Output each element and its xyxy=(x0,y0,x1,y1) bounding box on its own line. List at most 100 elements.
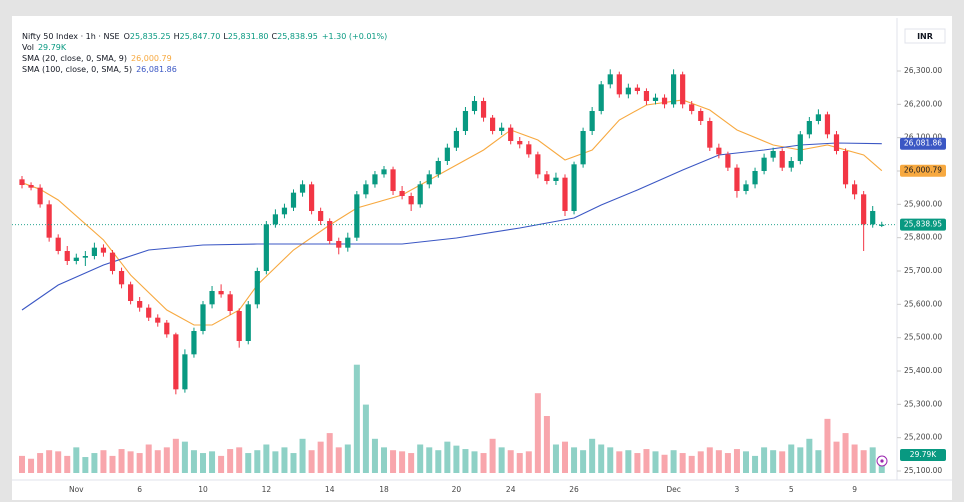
volume-bar xyxy=(453,445,460,473)
legend-sma-line: SMA (100, close, 0, SMA, 5) 26,081.86 xyxy=(22,65,177,74)
candle-body xyxy=(815,114,821,121)
volume-bar xyxy=(317,441,324,473)
legend-volume-line: Vol 29.79K xyxy=(22,43,67,52)
y-tick-label: 25,200.00 xyxy=(904,433,942,442)
volume-bar xyxy=(145,444,152,473)
volume-bar xyxy=(136,453,143,473)
candle-body xyxy=(200,304,206,331)
volume-bar xyxy=(498,447,505,473)
volume-bar xyxy=(200,453,206,473)
candle-body xyxy=(354,194,360,238)
candle-body xyxy=(309,184,315,211)
volume-bar xyxy=(390,450,397,473)
volume-bar xyxy=(326,433,333,473)
volume-bar xyxy=(227,449,234,473)
candle-body xyxy=(490,117,496,131)
volume-bar xyxy=(833,441,840,473)
candle-body xyxy=(462,111,469,131)
candle-body xyxy=(236,311,242,341)
price-badge-label: 25,838.95 xyxy=(904,220,942,229)
candle-body xyxy=(182,354,188,390)
volume-bar xyxy=(82,457,89,473)
volume-bar xyxy=(797,447,804,473)
price-badge-label: 26,081.86 xyxy=(904,139,942,148)
volume-bar xyxy=(534,393,541,473)
x-tick-label: 6 xyxy=(137,485,142,494)
volume-bar xyxy=(869,447,876,473)
change: +1.30 (+0.01%) xyxy=(322,32,387,41)
legend: Nifty 50 Index · 1h · NSE O25,835.25 H25,8… xyxy=(22,32,387,74)
candle-body xyxy=(870,211,876,225)
sma-name: SMA (20, close, 0, SMA, 9) xyxy=(22,54,127,63)
volume-bar xyxy=(209,451,216,473)
volume-bar xyxy=(371,438,378,473)
volume-bar xyxy=(462,449,469,473)
volume-value: 29.79K xyxy=(38,43,67,52)
candle-body xyxy=(806,121,812,135)
y-tick-label: 26,100.00 xyxy=(904,133,942,142)
volume-bar xyxy=(752,455,759,473)
volume-bar xyxy=(552,444,559,473)
volume-bar xyxy=(254,450,261,473)
candle-body xyxy=(290,192,297,208)
y-tick-label: 25,700.00 xyxy=(904,266,942,275)
candle-body xyxy=(245,304,251,341)
volume-bar xyxy=(706,447,713,473)
candle-body xyxy=(707,121,713,148)
candle-body xyxy=(680,74,686,105)
price-badge xyxy=(900,137,946,150)
candle-body xyxy=(408,196,414,205)
candle-body xyxy=(381,169,387,175)
candle-body xyxy=(363,184,369,195)
sma-line xyxy=(21,142,882,311)
candle-body xyxy=(779,151,785,168)
currency-box xyxy=(904,28,946,44)
volume-bar xyxy=(824,418,831,473)
candle-body xyxy=(770,151,776,158)
ohlc-label: L xyxy=(223,32,228,41)
currency: INR xyxy=(917,32,933,41)
volume-bar xyxy=(426,447,433,473)
volume-bar xyxy=(516,453,523,473)
volume-bar xyxy=(688,455,695,473)
candle-body xyxy=(254,271,260,305)
x-tick-label: 5 xyxy=(789,485,794,494)
volume-bar xyxy=(91,453,98,473)
candle-body xyxy=(372,174,378,185)
ohlc-value: 25,838.95 xyxy=(277,32,318,41)
candle-body xyxy=(46,204,52,238)
candle-body xyxy=(643,91,650,101)
settings-icon[interactable] xyxy=(876,455,888,467)
symbol: Nifty 50 Index · 1h · NSE xyxy=(22,32,120,41)
legend-symbol-line: Nifty 50 Index · 1h · NSE O25,835.25 H25,8… xyxy=(22,32,387,41)
candle-body xyxy=(28,185,34,188)
volume-bar xyxy=(19,455,25,473)
candle-body xyxy=(499,127,505,131)
candle-body xyxy=(209,291,215,305)
x-tick-label: 3 xyxy=(735,485,740,494)
volume-bar xyxy=(507,450,514,473)
candle-body xyxy=(435,161,441,175)
volume-bar xyxy=(100,450,107,473)
volume-bar xyxy=(715,450,722,473)
candle-body xyxy=(417,184,423,205)
candle-body xyxy=(399,191,405,196)
icon-dot[interactable] xyxy=(880,459,884,463)
volume-bar xyxy=(562,441,568,473)
volume-bar xyxy=(779,451,786,473)
price-badge-label: 29.79K xyxy=(910,450,937,459)
volume-bar xyxy=(480,453,487,473)
volume-bar xyxy=(172,438,179,473)
volume-bar xyxy=(851,444,858,473)
volume-bar xyxy=(263,444,270,473)
candle-body xyxy=(444,147,450,161)
volume-bar xyxy=(670,450,677,473)
volume-bar xyxy=(245,453,252,473)
volume-bar xyxy=(643,449,650,473)
candle-body xyxy=(734,167,740,191)
candle-body xyxy=(580,131,586,165)
x-tick-label: Dec xyxy=(666,485,681,494)
volume-bar xyxy=(616,451,623,473)
